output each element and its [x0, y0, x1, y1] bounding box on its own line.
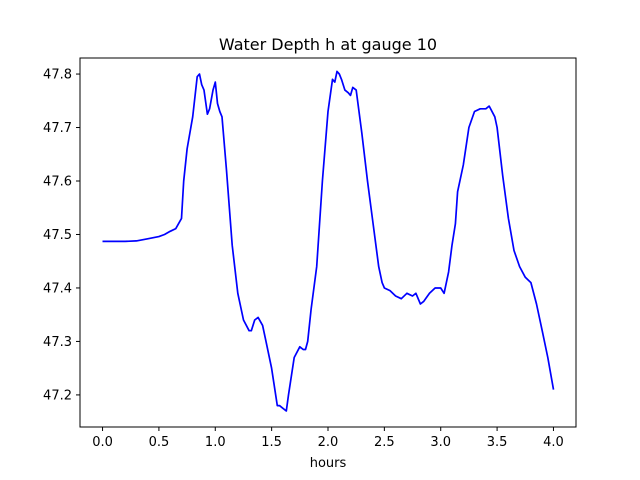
x-tick-label: 2.0: [318, 435, 339, 450]
x-tick-label: 3.5: [487, 435, 508, 450]
x-axis: 0.0 0.5 1.0 1.5 2.0 2.5 3.0 3.5 4.0: [92, 427, 564, 450]
x-tick-label: 4.0: [543, 435, 564, 450]
y-axis: 47.2 47.3 47.4 47.5 47.6 47.7 47.8: [43, 68, 80, 403]
y-tick-label: 47.5: [43, 228, 72, 243]
x-tick-label: 2.5: [374, 435, 395, 450]
y-tick-label: 47.7: [43, 121, 72, 136]
y-tick-label: 47.3: [43, 335, 72, 350]
y-tick-label: 47.2: [43, 388, 72, 403]
x-tick-label: 0.5: [149, 435, 170, 450]
x-tick-label: 3.0: [430, 435, 451, 450]
y-tick-label: 47.4: [43, 281, 72, 296]
y-tick-label: 47.6: [43, 175, 72, 190]
x-tick-label: 0.0: [92, 435, 113, 450]
chart-title: Water Depth h at gauge 10: [219, 35, 437, 54]
plot-frame: [79, 57, 577, 428]
y-tick-label: 47.8: [43, 68, 72, 83]
x-tick-label: 1.5: [261, 435, 282, 450]
x-tick-label: 1.0: [205, 435, 226, 450]
plot-area: [102, 70, 555, 412]
series-line-0: [102, 70, 555, 412]
x-axis-label: hours: [310, 456, 347, 471]
